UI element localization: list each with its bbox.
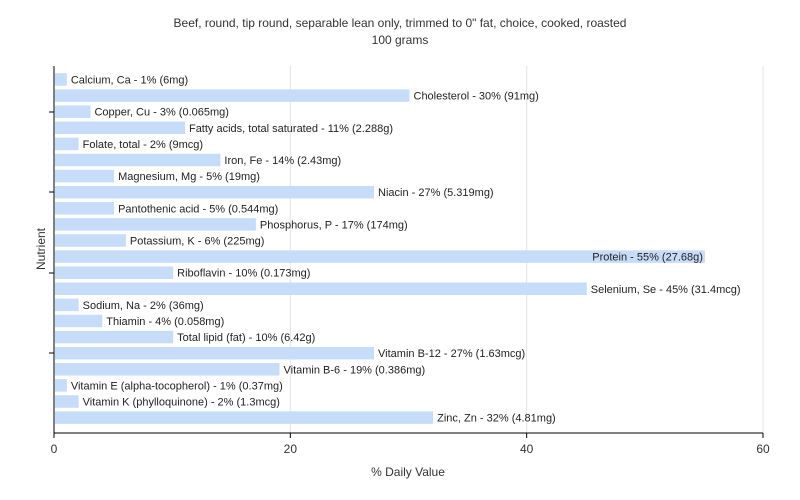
bar-label-16: Total lipid (fat) - 10% (6.42g) <box>177 332 315 344</box>
bar-label-6: Magnesium, Mg - 5% (19mg) <box>118 171 260 183</box>
bar-label-1: Cholesterol - 30% (91mg) <box>414 91 539 103</box>
bar-21 <box>55 411 434 424</box>
bar-14 <box>55 298 79 312</box>
chart-title: Beef, round, tip round, separable lean o… <box>174 16 627 30</box>
bar-20 <box>55 395 79 408</box>
bar-label-20: Vitamin K (phylloquinone) - 2% (1.3mcg) <box>83 397 280 409</box>
bars: Calcium, Ca - 1% (6mg) Cholesterol - 30% … <box>55 73 741 425</box>
y-axis-title: Nutrient <box>34 227 48 270</box>
bar-label-17: Vitamin B-12 - 27% (1.63mcg) <box>378 348 525 360</box>
bar-3 <box>55 121 185 135</box>
bar-label-10: Potassium, K - 6% (225mg) <box>130 236 265 248</box>
bar-label-13: Selenium, Se - 45% (31.4mcg) <box>591 284 741 296</box>
chart-subtitle: 100 grams <box>372 33 429 47</box>
bar-label-7: Niacin - 27% (5.319mg) <box>378 187 494 199</box>
x-axis-title: % Daily Value <box>371 465 445 479</box>
bar-19 <box>55 379 67 392</box>
bar-label-21: Zinc, Zn - 32% (4.81mg) <box>437 413 556 425</box>
grid-lines <box>289 66 764 433</box>
bar-5 <box>55 153 221 167</box>
bar-label-9: Phosphorus, P - 17% (174mg) <box>260 219 408 231</box>
x-tick-label-3: 60 <box>756 442 770 456</box>
bar-9 <box>55 218 256 231</box>
bar-label-19: Vitamin E (alpha-tocopherol) - 1% (0.37m… <box>71 380 283 392</box>
bar-13 <box>55 282 587 296</box>
bar-18 <box>55 363 280 376</box>
bar-label-18: Vitamin B-6 - 19% (0.386mg) <box>284 364 426 376</box>
bar-6 <box>55 169 115 183</box>
bar-4 <box>55 137 79 151</box>
bar-0 <box>55 73 67 86</box>
bar-11 <box>55 250 705 263</box>
bar-10 <box>55 234 126 247</box>
bar-7 <box>55 185 375 199</box>
bar-12 <box>55 266 174 279</box>
bar-label-14: Sodium, Na - 2% (36mg) <box>83 300 204 312</box>
bar-label-5: Iron, Fe - 14% (2.43mg) <box>224 155 341 167</box>
bar-15 <box>55 314 103 328</box>
bar-17 <box>55 346 375 360</box>
bar-label-11: Protein - 55% (27.68g) <box>592 252 703 264</box>
x-tick-label-2: 40 <box>520 442 534 456</box>
bar-1 <box>55 89 410 102</box>
bar-label-4: Folate, total - 2% (9mcg) <box>83 139 203 151</box>
bar-label-15: Thiamin - 4% (0.058mg) <box>106 316 224 328</box>
axes: 0 20 40 60 <box>49 66 770 456</box>
bar-16 <box>55 330 174 344</box>
bar-8 <box>55 202 115 215</box>
bar-label-3: Fatty acids, total saturated - 11% (2.28… <box>189 123 393 135</box>
bar-label-12: Riboflavin - 10% (0.173mg) <box>177 268 310 280</box>
x-tick-label-1: 20 <box>284 442 298 456</box>
bar-label-8: Pantothenic acid - 5% (0.544mg) <box>118 203 278 215</box>
x-tick-label-0: 0 <box>51 442 58 456</box>
bar-label-0: Calcium, Ca - 1% (6mg) <box>71 75 188 87</box>
bar-2 <box>55 105 91 118</box>
bar-label-2: Copper, Cu - 3% (0.065mg) <box>94 107 229 119</box>
